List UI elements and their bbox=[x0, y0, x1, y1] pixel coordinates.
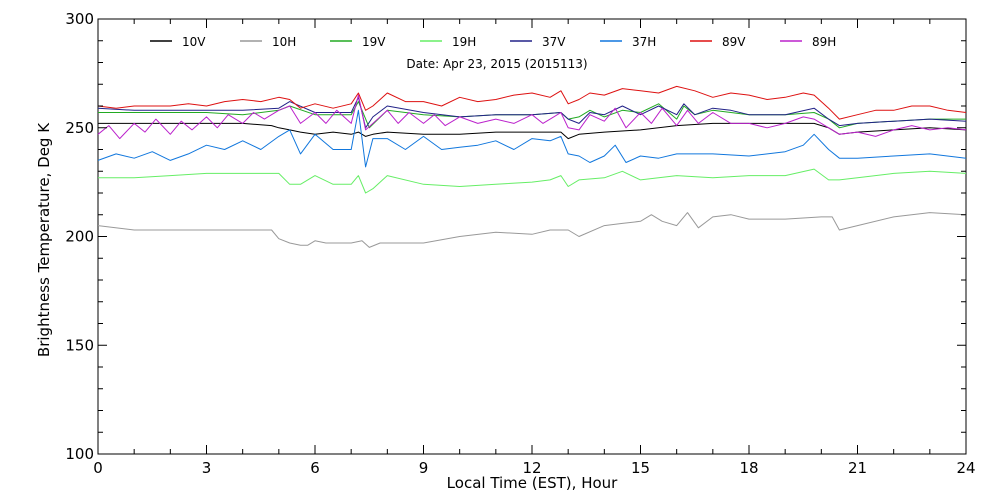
y-tick-label: 200 bbox=[65, 228, 94, 246]
series-line-10h bbox=[97, 212, 967, 248]
tick-layer: 0 3 6 9 12 15 18 21 24 100 150 200 250 300 bbox=[65, 10, 975, 477]
series-line-37h bbox=[97, 109, 967, 168]
series-line-37v bbox=[97, 96, 967, 129]
y-tick-label: 250 bbox=[65, 119, 94, 137]
plot-frame bbox=[97, 18, 967, 455]
legend-label-89v: 89V bbox=[722, 35, 746, 49]
y-tick-label: 100 bbox=[65, 445, 94, 463]
legend-label-10h: 10H bbox=[272, 35, 296, 49]
legend-label-19h: 19H bbox=[452, 35, 476, 49]
y-tick-label: 300 bbox=[65, 10, 94, 28]
x-tick-label: 6 bbox=[310, 459, 320, 477]
x-axis-title: Local Time (EST), Hour bbox=[447, 474, 618, 492]
chart-subtitle: Date: Apr 23, 2015 (2015113) bbox=[406, 57, 587, 71]
series-line-10v bbox=[98, 122, 967, 140]
legend-label-19v: 19V bbox=[362, 35, 386, 49]
x-tick-label: 0 bbox=[93, 459, 103, 477]
y-tick-label: 150 bbox=[65, 336, 94, 354]
legend: 10V 10H 19V 19H 37V 37H 89V 89H bbox=[150, 35, 836, 49]
series-line-89v bbox=[97, 85, 967, 120]
series-line-89h bbox=[97, 94, 967, 140]
x-tick-label: 21 bbox=[848, 459, 867, 477]
legend-label-37v: 37V bbox=[542, 35, 566, 49]
legend-label-10v: 10V bbox=[182, 35, 206, 49]
series-layer bbox=[97, 85, 967, 248]
x-tick-label: 18 bbox=[739, 459, 758, 477]
x-tick-label: 12 bbox=[522, 459, 541, 477]
legend-label-89h: 89H bbox=[812, 35, 836, 49]
y-axis-title: Brightness Temperature, Deg K bbox=[35, 122, 53, 357]
x-tick-label: 15 bbox=[631, 459, 650, 477]
x-tick-label: 24 bbox=[956, 459, 975, 477]
series-line-19h bbox=[98, 168, 967, 194]
x-tick-label: 9 bbox=[419, 459, 429, 477]
x-tick-label: 3 bbox=[202, 459, 212, 477]
series-line-19v bbox=[98, 101, 966, 129]
legend-label-37h: 37H bbox=[632, 35, 656, 49]
